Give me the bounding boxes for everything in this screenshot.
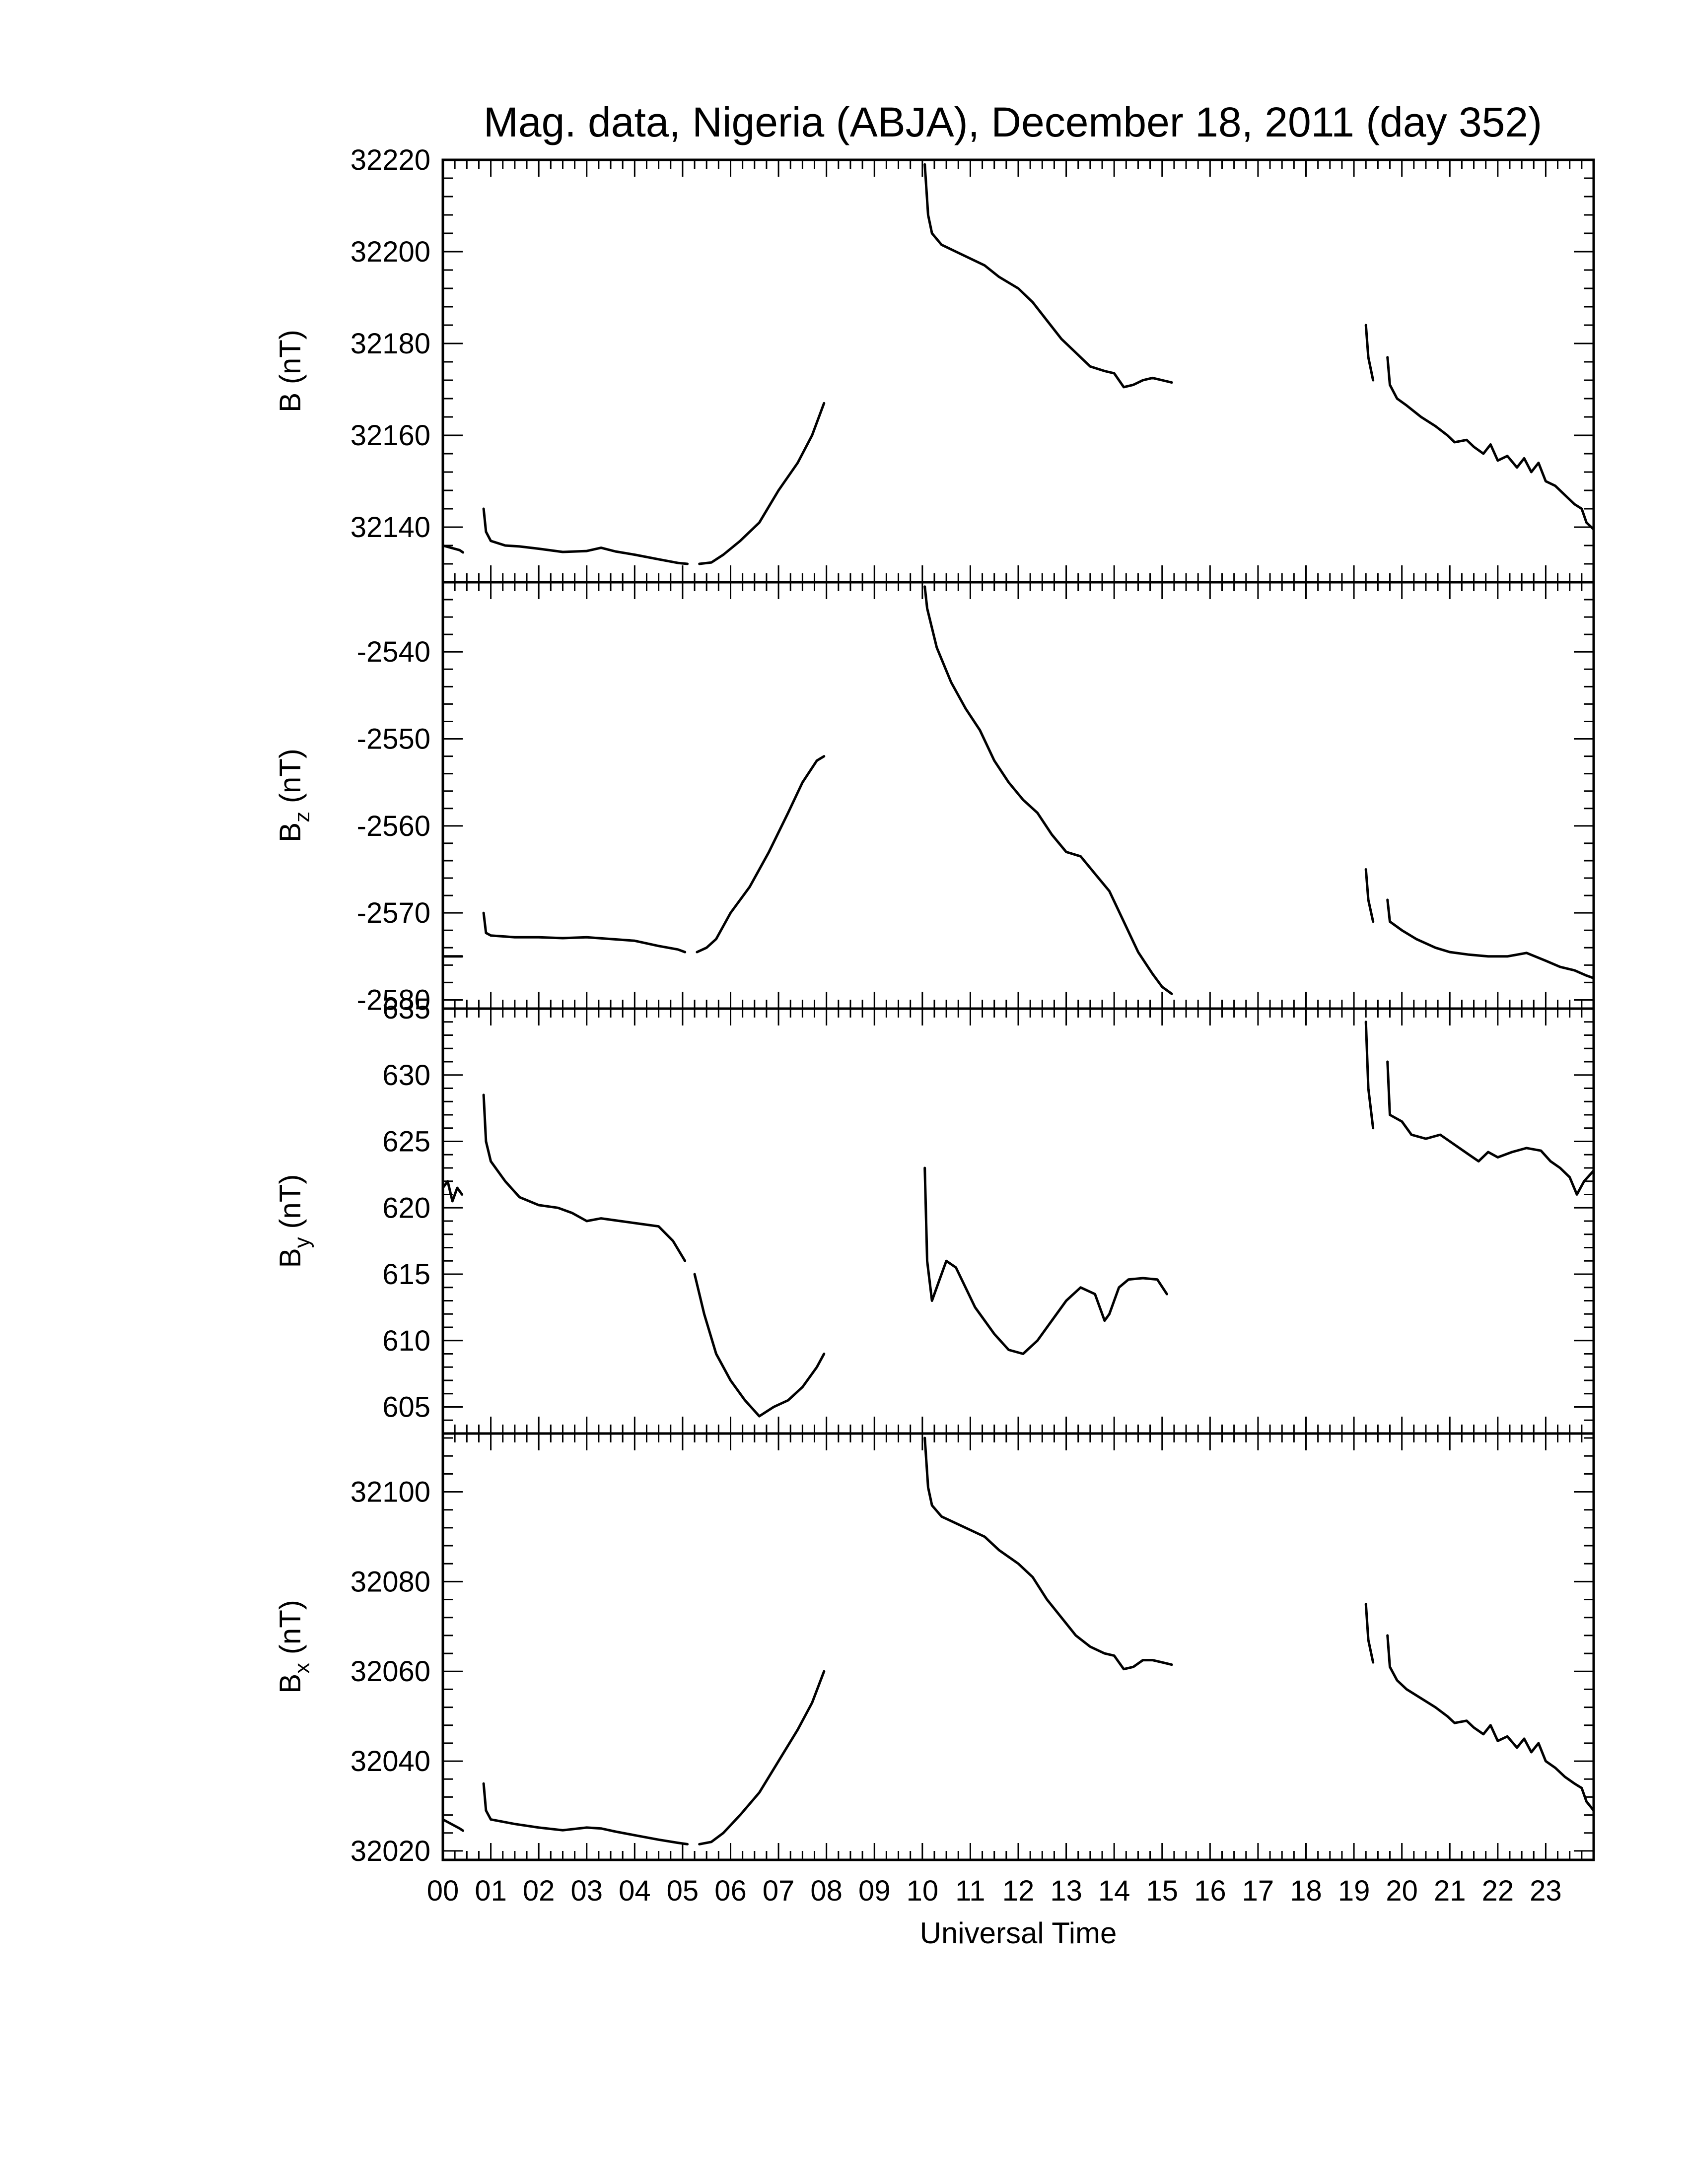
- y-label-main: B: [274, 1674, 307, 1694]
- panel-By: 605 610 615 620 625 630 635 By (nT): [274, 993, 1595, 1435]
- x-tick-label: 19: [1338, 1875, 1370, 1907]
- x-tick-label: 15: [1146, 1875, 1178, 1907]
- panel-B: 32140 32160 32180 32200 32220 B (nT): [274, 144, 1595, 584]
- x-tick-label: 11: [955, 1875, 985, 1907]
- x-tick-label: 21: [1434, 1875, 1466, 1907]
- y-tick-label: -2580: [357, 984, 430, 1016]
- trace-segment-Bz: [1364, 868, 1375, 923]
- x-tick-label: 22: [1482, 1875, 1514, 1907]
- trace-segment-B: [443, 544, 465, 554]
- y-tick-label: 32180: [351, 328, 430, 360]
- y-label-unit: (nT): [274, 749, 307, 812]
- trace-segment-B: [923, 163, 1173, 389]
- x-tick-label: 13: [1050, 1875, 1082, 1907]
- y-label-sub: x: [290, 1663, 314, 1674]
- x-tick-label: 02: [523, 1875, 555, 1907]
- y-tick-label: 32140: [351, 511, 430, 544]
- y-tick-label: 625: [382, 1126, 430, 1158]
- trace-segment-Bx: [482, 1782, 689, 1845]
- trace-segment-Bx: [698, 1670, 826, 1845]
- trace-segment-By: [1364, 1021, 1375, 1130]
- panel-frame: [441, 158, 1595, 584]
- y-tick-label: 32080: [351, 1566, 430, 1598]
- trace-segment-Bz: [923, 585, 1173, 995]
- trace-segment-By: [443, 1180, 464, 1203]
- trace-segment-B: [482, 507, 689, 565]
- trace-segment-By: [693, 1273, 826, 1418]
- x-tick-label: 14: [1098, 1875, 1130, 1907]
- y-tick-label: 610: [382, 1325, 430, 1357]
- x-tick-label: 08: [810, 1875, 843, 1907]
- y-tick-label: 32020: [351, 1835, 430, 1867]
- trace-segment-By: [482, 1093, 687, 1262]
- x-axis-label: Universal Time: [920, 1916, 1117, 1950]
- y-label-unit: (nT): [274, 1600, 307, 1663]
- x-tick-label: 04: [619, 1875, 651, 1907]
- y-axis-label-Bx: Bx (nT): [274, 1600, 314, 1694]
- x-tick-label: 09: [858, 1875, 891, 1907]
- trace-segment-B: [1364, 324, 1375, 382]
- panel-frame: [441, 1432, 1595, 1861]
- y-tick-label: 32100: [351, 1476, 430, 1508]
- trace-segment-By: [1386, 1060, 1594, 1196]
- trace-segment-B: [698, 402, 826, 565]
- x-tick-label: 06: [714, 1875, 747, 1907]
- x-tick-label: 23: [1530, 1875, 1562, 1907]
- y-tick-label: 32060: [351, 1655, 430, 1688]
- y-axis-label-B: B (nT): [274, 330, 307, 412]
- y-tick-label: -2560: [357, 810, 430, 842]
- x-tick-label: 00: [427, 1875, 459, 1907]
- y-tick-label: 32160: [351, 419, 430, 452]
- y-tick-label: 615: [382, 1258, 430, 1291]
- x-tick-label: 20: [1386, 1875, 1418, 1907]
- y-tick-label: 630: [382, 1059, 430, 1092]
- panels: 32140 32160 32180 32200 32220 B (nT) -2580 -257…: [274, 144, 1595, 1907]
- y-label-unit: (nT): [274, 1174, 307, 1237]
- y-label-main: B: [274, 1248, 307, 1268]
- x-tick-label: 17: [1242, 1875, 1274, 1907]
- panel-Bz: -2580 -2570 -2560 -2550 -2540 Bz (nT): [274, 581, 1595, 1016]
- y-tick-label: 620: [382, 1192, 430, 1224]
- y-axis-label-Bz: Bz (nT): [274, 749, 314, 842]
- trace-segment-Bz: [482, 911, 687, 954]
- trace-segment-Bx: [1386, 1634, 1594, 1812]
- y-label-unit: (nT): [274, 330, 307, 393]
- y-tick-label: -2570: [357, 897, 430, 929]
- x-tick-label: 18: [1290, 1875, 1322, 1907]
- y-tick-label: 32200: [351, 236, 430, 268]
- x-tick-label: 16: [1194, 1875, 1226, 1907]
- x-tick-label: 01: [475, 1875, 507, 1907]
- y-tick-label: 32220: [351, 144, 430, 176]
- y-tick-label: -2540: [357, 636, 430, 668]
- x-tick-label: 03: [570, 1875, 603, 1907]
- x-tick-label: 12: [1002, 1875, 1035, 1907]
- y-label-main: B: [274, 393, 307, 412]
- y-tick-label: 605: [382, 1391, 430, 1424]
- x-tick-label: 07: [763, 1875, 795, 1907]
- trace-segment-Bx: [923, 1436, 1173, 1671]
- y-tick-label: 32040: [351, 1745, 430, 1777]
- trace-segment-B: [1386, 356, 1594, 531]
- y-label-sub: z: [290, 812, 314, 822]
- y-axis-label-By: By (nT): [274, 1174, 314, 1268]
- trace-segment-Bx: [1364, 1603, 1375, 1664]
- trace-segment-Bx: [443, 1818, 465, 1832]
- chart-title: Mag. data, Nigeria (ABJA), December 18, …: [484, 99, 1542, 145]
- y-tick-label: -2550: [357, 723, 430, 755]
- y-tick-label: 635: [382, 993, 430, 1025]
- trace-segment-Bz: [1386, 898, 1594, 980]
- trace-segment-By: [923, 1166, 1168, 1355]
- y-label-main: B: [274, 822, 307, 842]
- panel-Bx: 32020 32040 32060 32080 32100 Bx (nT): [274, 1432, 1595, 1867]
- x-tick-label: 10: [907, 1875, 939, 1907]
- trace-segment-Bz: [696, 755, 826, 954]
- y-label-sub: y: [290, 1237, 314, 1248]
- x-tick-label: 05: [667, 1875, 699, 1907]
